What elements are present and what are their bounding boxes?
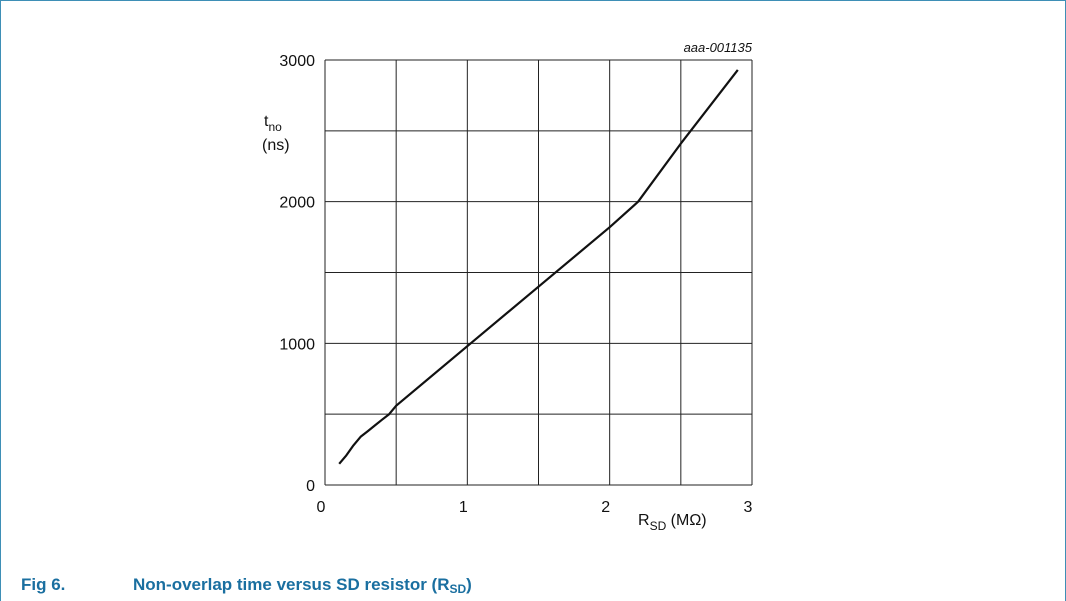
grid-lines [324, 59, 753, 486]
caption-number: Fig 6. [21, 575, 66, 594]
y-tick-label: 2000 [279, 195, 315, 212]
caption-close: ) [466, 575, 472, 594]
x-tick-label: 0 [317, 499, 326, 516]
caption-subscript: SD [449, 582, 467, 596]
y-tick-label: 3000 [279, 53, 315, 70]
x-axis-label: RSD (MΩ) [638, 512, 707, 533]
y-tick-label: 0 [306, 478, 315, 495]
figure-tag: aaa-001135 [684, 40, 753, 55]
x-tick-label: 1 [459, 499, 468, 516]
y-axis-label: tno [264, 113, 282, 134]
x-tick-label: 3 [744, 499, 753, 516]
series-line [338, 69, 739, 465]
caption-title: Non-overlap time versus SD resistor (R [133, 575, 450, 594]
x-tick-label: 2 [601, 499, 610, 516]
series-lines [338, 69, 739, 465]
y-tick-label: 1000 [279, 336, 315, 353]
tick-labels: 0 1000 2000 3000 0 1 2 3 [279, 53, 752, 516]
y-axis-unit: (ns) [262, 137, 290, 154]
figure-caption: Fig 6. Non-overlap time versus SD resisto… [21, 575, 472, 596]
